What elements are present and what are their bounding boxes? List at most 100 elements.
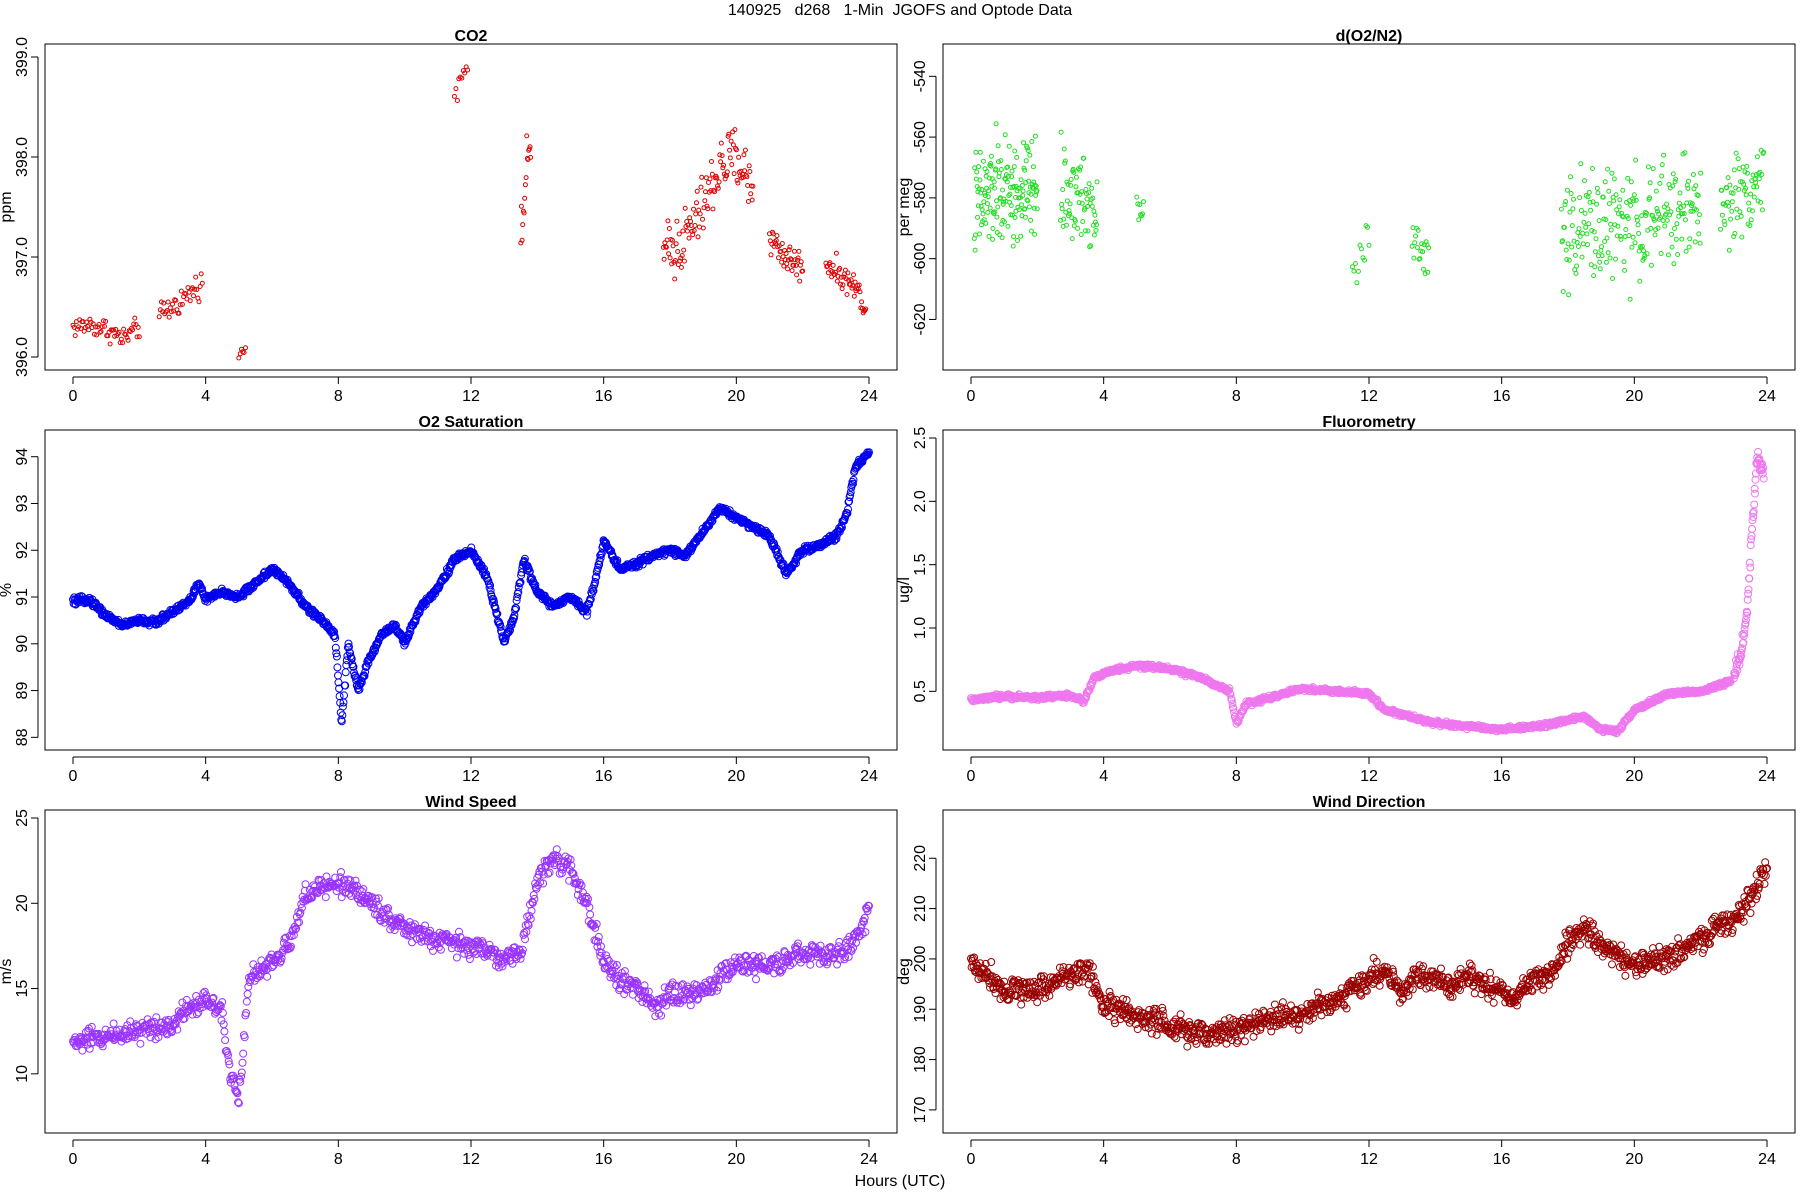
data-point bbox=[993, 166, 999, 172]
x-tick-label: 20 bbox=[1625, 388, 1643, 405]
data-point bbox=[1668, 209, 1674, 215]
data-point bbox=[238, 1058, 247, 1067]
data-point bbox=[1576, 226, 1582, 232]
data-point bbox=[845, 270, 851, 276]
data-point bbox=[1061, 216, 1067, 222]
data-point bbox=[1754, 184, 1760, 190]
x-tick-label: 20 bbox=[727, 1151, 745, 1168]
data-point bbox=[1578, 208, 1584, 213]
data-point bbox=[1611, 176, 1617, 182]
data-point bbox=[524, 133, 530, 139]
data-point bbox=[982, 190, 988, 196]
data-point bbox=[1751, 194, 1757, 200]
data-point bbox=[1141, 199, 1146, 205]
data-point bbox=[977, 231, 982, 237]
data-point bbox=[708, 516, 717, 525]
data-point bbox=[1068, 182, 1074, 188]
data-point bbox=[1589, 166, 1595, 171]
data-point bbox=[1600, 194, 1606, 200]
data-point bbox=[93, 324, 98, 330]
data-point bbox=[405, 629, 414, 638]
x-tick-label: 4 bbox=[1099, 388, 1108, 405]
data-point bbox=[1004, 179, 1010, 185]
data-point bbox=[1643, 213, 1649, 219]
data-point bbox=[788, 256, 794, 262]
x-tick-label: 0 bbox=[967, 388, 976, 405]
data-point bbox=[773, 548, 782, 556]
data-point bbox=[1005, 164, 1011, 170]
data-point bbox=[744, 174, 750, 180]
data-point bbox=[1028, 228, 1034, 234]
data-point bbox=[340, 691, 348, 700]
data-point bbox=[78, 1046, 87, 1055]
data-point bbox=[674, 218, 680, 224]
data-point bbox=[1753, 172, 1759, 178]
data-point bbox=[178, 288, 184, 294]
data-point bbox=[750, 183, 756, 189]
data-point bbox=[1761, 149, 1767, 155]
data-point bbox=[1738, 213, 1744, 219]
x-tick-label: 0 bbox=[69, 1151, 78, 1168]
data-point bbox=[419, 602, 428, 611]
data-point bbox=[1681, 211, 1687, 217]
data-point bbox=[715, 185, 721, 191]
data-point bbox=[1731, 234, 1737, 239]
data-point bbox=[477, 562, 486, 571]
y-axis: -620-600-580-560-540 bbox=[912, 60, 937, 335]
data-point bbox=[1561, 225, 1567, 230]
data-point bbox=[726, 131, 732, 137]
data-point bbox=[1648, 262, 1654, 268]
data-point bbox=[1005, 173, 1011, 179]
data-point bbox=[1650, 213, 1656, 219]
x-tick-label: 0 bbox=[967, 1151, 976, 1168]
data-point bbox=[748, 191, 754, 197]
data-point bbox=[1563, 199, 1569, 204]
x-tick-label: 0 bbox=[69, 388, 78, 405]
data-point bbox=[1747, 223, 1753, 228]
data-point bbox=[666, 226, 672, 231]
data-point bbox=[734, 177, 740, 183]
data-point bbox=[1729, 199, 1735, 205]
data-point bbox=[842, 267, 848, 273]
data-point bbox=[1634, 217, 1640, 223]
data-point bbox=[998, 158, 1004, 164]
data-point bbox=[241, 350, 247, 355]
x-axis: 0 4 8 12 16 20 24 bbox=[967, 1139, 1776, 1168]
data-point bbox=[1029, 139, 1035, 144]
data-point bbox=[672, 276, 678, 282]
y-tick-label: 25 bbox=[14, 809, 31, 827]
data-point bbox=[243, 345, 248, 351]
data-point bbox=[847, 481, 856, 489]
data-point bbox=[1741, 181, 1747, 187]
data-point bbox=[1085, 685, 1094, 694]
data-point bbox=[1590, 199, 1596, 205]
data-point bbox=[134, 334, 140, 340]
data-point bbox=[1570, 206, 1576, 212]
data-point bbox=[714, 175, 720, 181]
data-point bbox=[985, 209, 991, 215]
data-point bbox=[501, 637, 509, 646]
data-point bbox=[833, 250, 839, 256]
data-point bbox=[1641, 255, 1647, 261]
data-point bbox=[791, 262, 797, 268]
data-point bbox=[704, 203, 710, 209]
data-point bbox=[707, 176, 713, 182]
data-point bbox=[412, 614, 420, 623]
data-point bbox=[1653, 188, 1659, 194]
data-point bbox=[1094, 222, 1099, 228]
data-point bbox=[220, 1027, 229, 1036]
data-point bbox=[1669, 244, 1675, 250]
data-point bbox=[1026, 204, 1032, 210]
data-point bbox=[1630, 234, 1636, 240]
data-point bbox=[1719, 187, 1725, 193]
data-point bbox=[98, 329, 104, 334]
data-point bbox=[859, 299, 865, 305]
data-point bbox=[1565, 241, 1571, 247]
data-point bbox=[988, 161, 994, 166]
data-point bbox=[1034, 206, 1040, 212]
data-point bbox=[1090, 195, 1096, 201]
data-point bbox=[749, 197, 755, 203]
